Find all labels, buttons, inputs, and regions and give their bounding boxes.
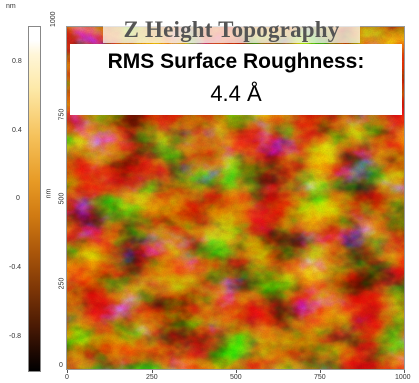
rms-roughness-label: RMS Surface Roughness: <box>107 50 365 73</box>
image-title: Z Height Topography <box>103 16 360 43</box>
image-x-tick: 250 <box>146 374 158 381</box>
rms-roughness-box: RMS Surface Roughness: 4.4 Å <box>70 44 402 115</box>
image-y-tick: 250 <box>58 277 66 290</box>
rms-roughness-value: 4.4 Å <box>210 81 262 106</box>
image-y-tick: 750 <box>58 108 66 121</box>
colorbar <box>28 26 41 372</box>
colorbar-tick: 0.8 <box>12 58 22 65</box>
image-y-tick: 0 <box>59 362 63 369</box>
colorbar-tick: -0.8 <box>9 333 22 340</box>
colorbar-tick: 0 <box>16 195 20 202</box>
colorbar-tick: -0.4 <box>9 264 22 271</box>
colorbar-tick: 0.4 <box>12 127 22 134</box>
x-tick-mark <box>67 370 68 373</box>
image-y-axis-unit: nm <box>45 188 53 199</box>
image-y-tick: 500 <box>58 192 66 205</box>
x-tick-mark <box>320 370 321 373</box>
x-tick-mark <box>236 370 237 373</box>
x-tick-mark <box>404 370 405 373</box>
image-x-tick: 750 <box>314 374 326 381</box>
colorbar-unit-label: nm <box>6 3 16 10</box>
image-x-tick: 1000 <box>395 374 411 381</box>
image-y-tick: 1000 <box>50 11 57 27</box>
image-x-tick: 500 <box>230 374 242 381</box>
x-tick-mark <box>152 370 153 373</box>
image-x-tick: 0 <box>65 374 69 381</box>
